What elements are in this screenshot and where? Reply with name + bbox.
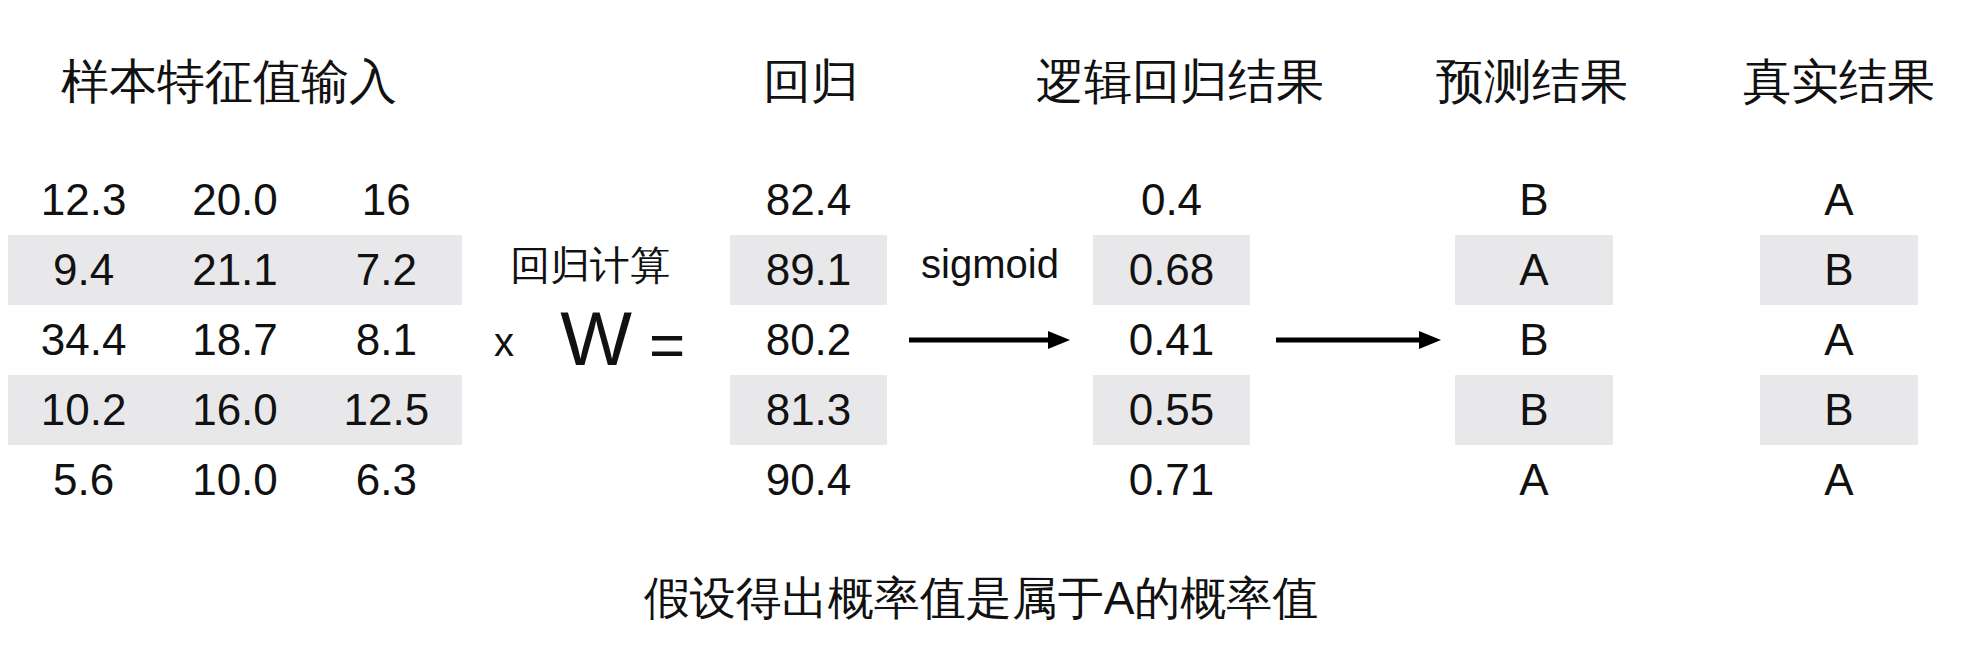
logistic-regression-diagram: 样本特征值输入 回归 逻辑回归结果 预测结果 真实结果 12.3 20.0 16…: [0, 0, 1962, 658]
actual-cell: A: [1760, 305, 1918, 375]
actual-column-header: 真实结果: [1743, 56, 1935, 108]
regression-column-header: 回归: [763, 56, 859, 108]
multiply-operator: x: [494, 320, 514, 365]
assumption-caption: 假设得出概率值是属于A的概率值: [0, 568, 1962, 630]
feature-cell: 5.6: [8, 445, 159, 515]
prediction-row: B: [1455, 305, 1613, 375]
weight-matrix-symbol: W: [560, 295, 632, 382]
actual-cell: B: [1760, 375, 1918, 445]
prediction-row: A: [1455, 235, 1613, 305]
actual-row: A: [1760, 305, 1918, 375]
regression-table: 82.4 89.1 80.2 81.3 90.4: [730, 165, 887, 515]
logistic-column-header: 逻辑回归结果: [1036, 56, 1324, 108]
feature-cell: 20.0: [159, 165, 310, 235]
prediction-column-header: 预测结果: [1436, 56, 1628, 108]
regression-cell: 82.4: [730, 165, 887, 235]
feature-row: 5.6 10.0 6.3: [8, 445, 462, 515]
logistic-row: 0.71: [1093, 445, 1250, 515]
feature-cell: 12.3: [8, 165, 159, 235]
feature-cell: 6.3: [311, 445, 462, 515]
prediction-cell: B: [1455, 375, 1613, 445]
regression-row: 80.2: [730, 305, 887, 375]
regression-cell: 90.4: [730, 445, 887, 515]
regression-row: 89.1: [730, 235, 887, 305]
prediction-cell: A: [1455, 235, 1613, 305]
regression-calc-label: 回归计算: [510, 238, 670, 293]
prediction-cell: B: [1455, 165, 1613, 235]
prediction-row: A: [1455, 445, 1613, 515]
feature-cell: 21.1: [159, 235, 310, 305]
prediction-row: B: [1455, 375, 1613, 445]
actual-row: A: [1760, 445, 1918, 515]
feature-cell: 34.4: [8, 305, 159, 375]
feature-cell: 12.5: [311, 375, 462, 445]
regression-cell: 81.3: [730, 375, 887, 445]
actual-cell: A: [1760, 165, 1918, 235]
feature-cell: 16: [311, 165, 462, 235]
mapping-arrow-icon: [1273, 328, 1443, 352]
equals-operator: =: [649, 309, 685, 380]
logistic-cell: 0.68: [1093, 235, 1250, 305]
feature-table: 12.3 20.0 16 9.4 21.1 7.2 34.4 18.7 8.1 …: [8, 165, 462, 515]
feature-cell: 7.2: [311, 235, 462, 305]
feature-row: 12.3 20.0 16: [8, 165, 462, 235]
feature-cell: 10.2: [8, 375, 159, 445]
regression-cell: 89.1: [730, 235, 887, 305]
logistic-row: 0.55: [1093, 375, 1250, 445]
logistic-row: 0.68: [1093, 235, 1250, 305]
actual-row: A: [1760, 165, 1918, 235]
regression-row: 81.3: [730, 375, 887, 445]
feature-cell: 18.7: [159, 305, 310, 375]
sigmoid-label: sigmoid: [921, 242, 1059, 287]
actual-cell: B: [1760, 235, 1918, 305]
logistic-table: 0.4 0.68 0.41 0.55 0.71: [1093, 165, 1250, 515]
logistic-cell: 0.41: [1093, 305, 1250, 375]
actual-row: B: [1760, 375, 1918, 445]
logistic-cell: 0.55: [1093, 375, 1250, 445]
prediction-row: B: [1455, 165, 1613, 235]
logistic-row: 0.4: [1093, 165, 1250, 235]
prediction-cell: B: [1455, 305, 1613, 375]
feature-cell: 8.1: [311, 305, 462, 375]
actual-row: B: [1760, 235, 1918, 305]
features-column-header: 样本特征值输入: [61, 56, 397, 108]
logistic-row: 0.41: [1093, 305, 1250, 375]
feature-cell: 10.0: [159, 445, 310, 515]
regression-row: 82.4: [730, 165, 887, 235]
sigmoid-arrow-icon: [906, 328, 1072, 352]
logistic-cell: 0.71: [1093, 445, 1250, 515]
feature-row: 34.4 18.7 8.1: [8, 305, 462, 375]
feature-cell: 9.4: [8, 235, 159, 305]
regression-cell: 80.2: [730, 305, 887, 375]
logistic-cell: 0.4: [1093, 165, 1250, 235]
actual-table: A B A B A: [1760, 165, 1918, 515]
actual-cell: A: [1760, 445, 1918, 515]
feature-row: 9.4 21.1 7.2: [8, 235, 462, 305]
feature-row: 10.2 16.0 12.5: [8, 375, 462, 445]
regression-row: 90.4: [730, 445, 887, 515]
feature-cell: 16.0: [159, 375, 310, 445]
prediction-table: B A B B A: [1455, 165, 1613, 515]
prediction-cell: A: [1455, 445, 1613, 515]
